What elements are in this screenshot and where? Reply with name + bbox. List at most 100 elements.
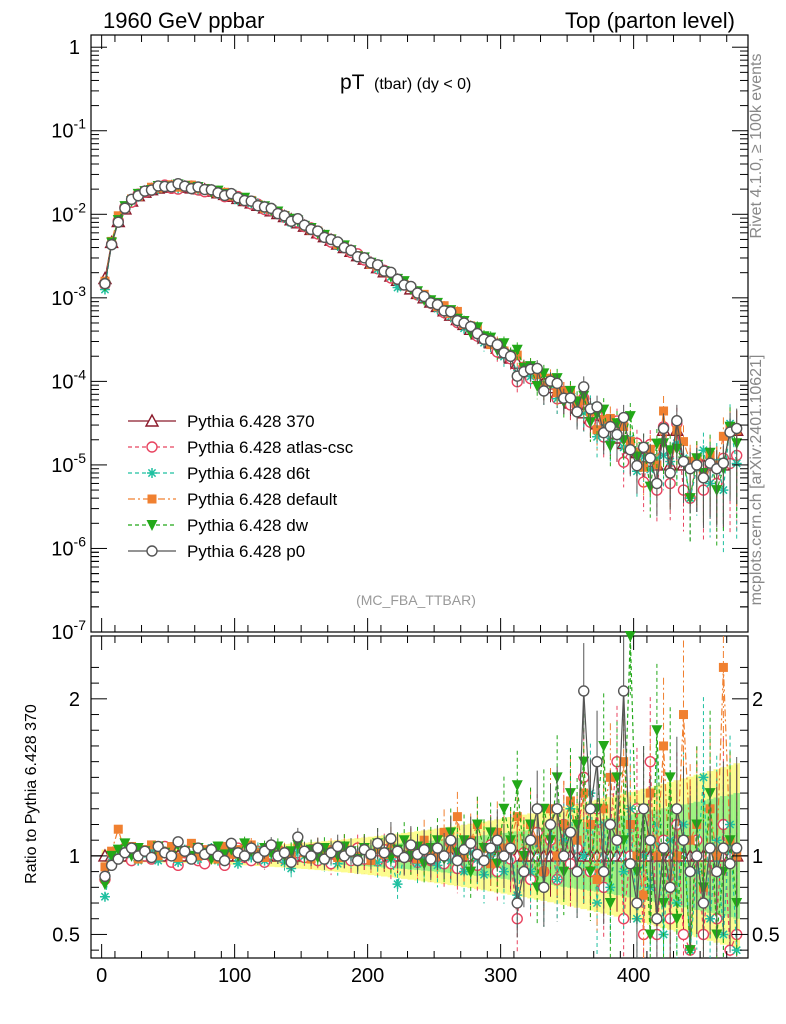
y-tick-exponent: -4: [74, 366, 87, 382]
data-point-ratio: [684, 865, 696, 878]
data-point-ratio: [691, 850, 703, 862]
data-point-main: [578, 381, 590, 393]
data-point-ratio: [147, 840, 157, 850]
legend-marker: [144, 413, 160, 427]
data-point-ratio: [511, 780, 523, 792]
data-point-ratio: [551, 803, 563, 815]
data-point-ratio: [704, 842, 716, 854]
data-point-ratio: [465, 866, 477, 878]
legend-marker: [146, 520, 158, 531]
data-point-ratio: [292, 831, 304, 843]
data-point-main: [591, 401, 603, 413]
data-point-ratio: [239, 838, 251, 850]
legend-entry: Pythia 6.428 default: [187, 490, 338, 509]
data-point-ratio: [657, 842, 670, 854]
data-point-ratio: [578, 850, 589, 861]
data-point-main: [664, 467, 676, 479]
data-point-ratio: [592, 898, 603, 909]
data-point-main: [452, 306, 462, 316]
data-point-ratio: [398, 851, 410, 864]
data-point-ratio: [285, 856, 297, 868]
data-point-main: [651, 477, 663, 490]
data-point-ratio: [153, 851, 163, 861]
data-point-main: [538, 385, 550, 397]
y-tick-exponent: -1: [74, 116, 87, 132]
data-point-ratio: [571, 865, 583, 878]
data-point-ratio: [112, 844, 124, 856]
legend: Pythia 6.428 370 Pythia 6.428 atlas-csc Py…: [128, 412, 354, 561]
data-point-ratio: [305, 850, 317, 862]
data-point-ratio: [578, 685, 590, 697]
data-point-main: [345, 244, 357, 256]
data-point-ratio: [265, 839, 277, 851]
data-point-ratio: [99, 870, 111, 883]
data-point-ratio: [697, 897, 710, 909]
data-point-ratio: [312, 842, 324, 854]
data-point-main: [531, 362, 543, 375]
data-point-main: [659, 406, 669, 416]
data-point-ratio: [385, 832, 397, 845]
data-point-main: [644, 452, 656, 464]
data-point-ratio: [238, 850, 251, 862]
data-point-ratio: [405, 839, 417, 851]
data-point-ratio: [439, 827, 449, 837]
data-point-main: [119, 202, 131, 214]
data-point-main: [691, 459, 703, 471]
data-point-main: [592, 425, 602, 435]
data-point-main: [99, 277, 111, 290]
data-point-ratio: [484, 842, 497, 854]
data-point-ratio: [451, 854, 464, 867]
data-point-ratio: [504, 842, 517, 854]
data-point-ratio: [671, 913, 683, 925]
data-point-ratio: [604, 898, 616, 910]
data-point-main: [631, 459, 643, 472]
data-point-main: [604, 420, 617, 433]
legend-entry: Pythia 6.428 p0: [187, 542, 305, 561]
data-point-ratio: [584, 866, 596, 878]
x-tick-label: 200: [351, 965, 384, 987]
data-point-main: [445, 306, 457, 318]
data-point-ratio: [524, 834, 537, 846]
data-point-ratio: [637, 803, 650, 815]
y-tick-base: 10: [51, 288, 73, 310]
data-point-ratio: [617, 685, 630, 697]
data-point-ratio: [558, 850, 570, 862]
data-point-ratio: [218, 854, 231, 867]
data-point-main: [657, 422, 670, 435]
data-point-ratio: [631, 897, 643, 909]
data-point-ratio: [619, 757, 629, 767]
data-point-ratio: [730, 842, 743, 854]
data-point-ratio: [371, 837, 384, 850]
legend-marker: [147, 494, 157, 504]
data-point-ratio: [193, 851, 203, 861]
data-point-ratio: [431, 842, 444, 854]
data-point-ratio: [332, 840, 344, 853]
series-line-ratio: [104, 635, 738, 951]
data-point-ratio: [599, 804, 609, 814]
y-tick-base: 10: [51, 622, 73, 644]
data-point-main: [624, 444, 636, 456]
data-point-ratio: [624, 858, 636, 870]
data-point-main: [551, 377, 563, 389]
data-point-ratio: [246, 852, 257, 863]
data-point-ratio: [392, 879, 403, 890]
data-point-ratio: [225, 837, 238, 850]
y-tick-label-main: 10-3: [51, 283, 86, 310]
data-point-ratio: [597, 865, 610, 878]
main-frame: [90, 34, 749, 633]
legend-entry: Pythia 6.428 atlas-csc: [187, 438, 354, 457]
data-point-ratio: [99, 891, 110, 902]
y-tick-label-main: 10-7: [51, 617, 86, 644]
data-point-ratio: [186, 838, 196, 848]
data-point-ratio: [245, 842, 257, 854]
y-tick-label-ratio: 0.5: [52, 924, 80, 946]
data-point-ratio: [659, 741, 669, 751]
y-tick-exponent: -5: [74, 450, 87, 466]
data-point-main: [392, 282, 403, 293]
legend-marker: [147, 468, 157, 478]
legend-marker: [146, 441, 158, 453]
data-point-main: [698, 445, 709, 456]
ratio-y-axis-label: Ratio to Pythia 6.428 370: [23, 704, 40, 884]
